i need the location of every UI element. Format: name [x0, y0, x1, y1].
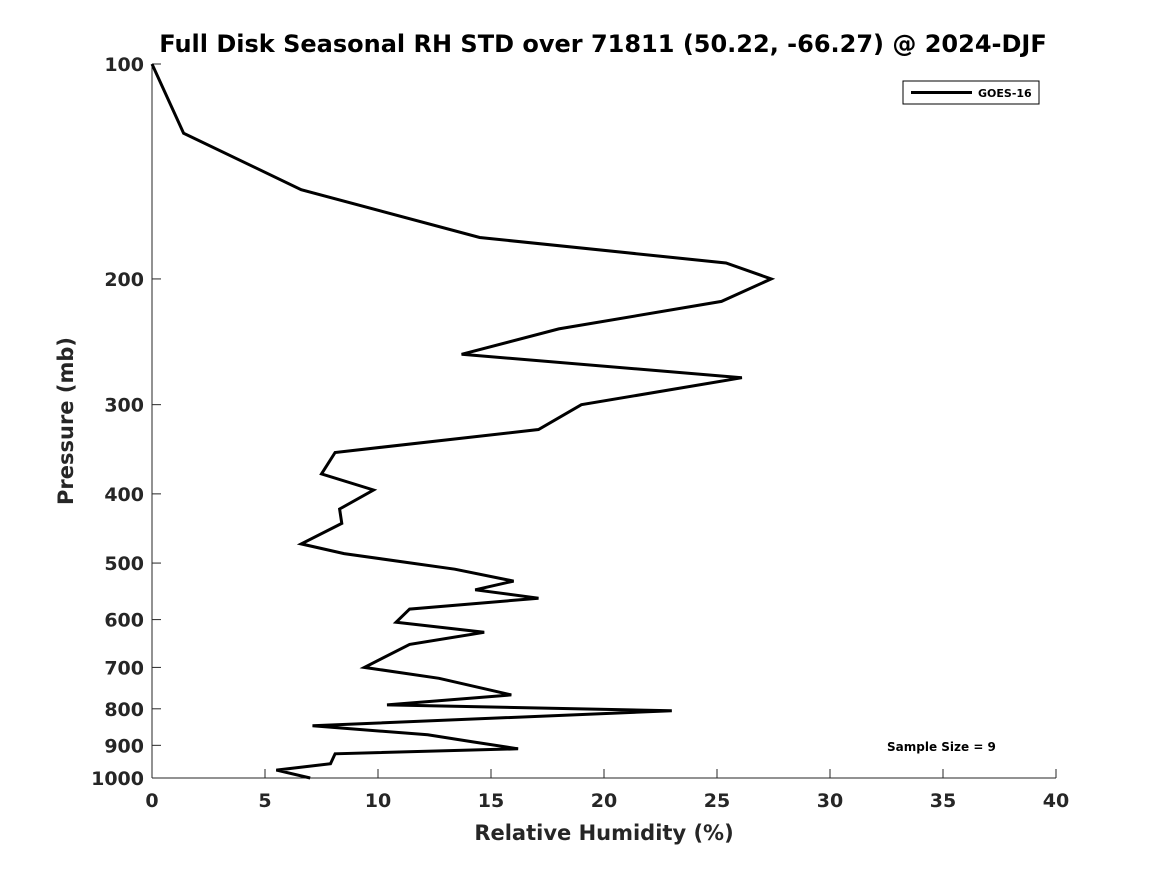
legend: GOES-16: [902, 80, 1040, 105]
x-tick-label: 20: [591, 790, 617, 812]
y-tick-label: 1000: [91, 768, 144, 790]
chart-title: Full Disk Seasonal RH STD over 71811 (50…: [159, 30, 1046, 58]
x-tick-label: 40: [1043, 790, 1069, 812]
x-tick-label: 0: [145, 790, 158, 812]
y-tick-label: 200: [104, 269, 144, 291]
x-ticks: 0 5 10 15 20 25 30 35 40: [145, 769, 1069, 812]
x-tick-label: 30: [817, 790, 843, 812]
y-tick-label: 100: [104, 54, 144, 76]
y-tick-label: 400: [104, 484, 144, 506]
y-tick-label: 800: [104, 699, 144, 721]
x-tick-label: 10: [365, 790, 391, 812]
x-tick-label: 25: [704, 790, 730, 812]
y-axis-label: Pressure (mb): [54, 337, 78, 505]
y-ticks: 100 200 300 400 500 600 700 800 900 1000: [91, 54, 161, 790]
sample-size-annotation: Sample Size = 9: [887, 740, 996, 754]
y-tick-label: 900: [104, 735, 144, 757]
x-axis-label: Relative Humidity (%): [474, 821, 733, 845]
x-tick-label: 15: [478, 790, 504, 812]
plot-area: 0 5 10 15 20 25 30 35 40 100 200 300 400 500 600 700 80…: [91, 54, 1069, 812]
series-line-goes-16: [150, 63, 776, 780]
x-tick-label: 5: [258, 790, 271, 812]
x-tick-label: 35: [930, 790, 956, 812]
y-tick-label: 700: [104, 657, 144, 679]
y-tick-label: 600: [104, 610, 144, 632]
legend-label-goes-16: GOES-16: [978, 87, 1032, 100]
y-tick-label: 300: [104, 395, 144, 417]
y-tick-label: 500: [104, 553, 144, 575]
